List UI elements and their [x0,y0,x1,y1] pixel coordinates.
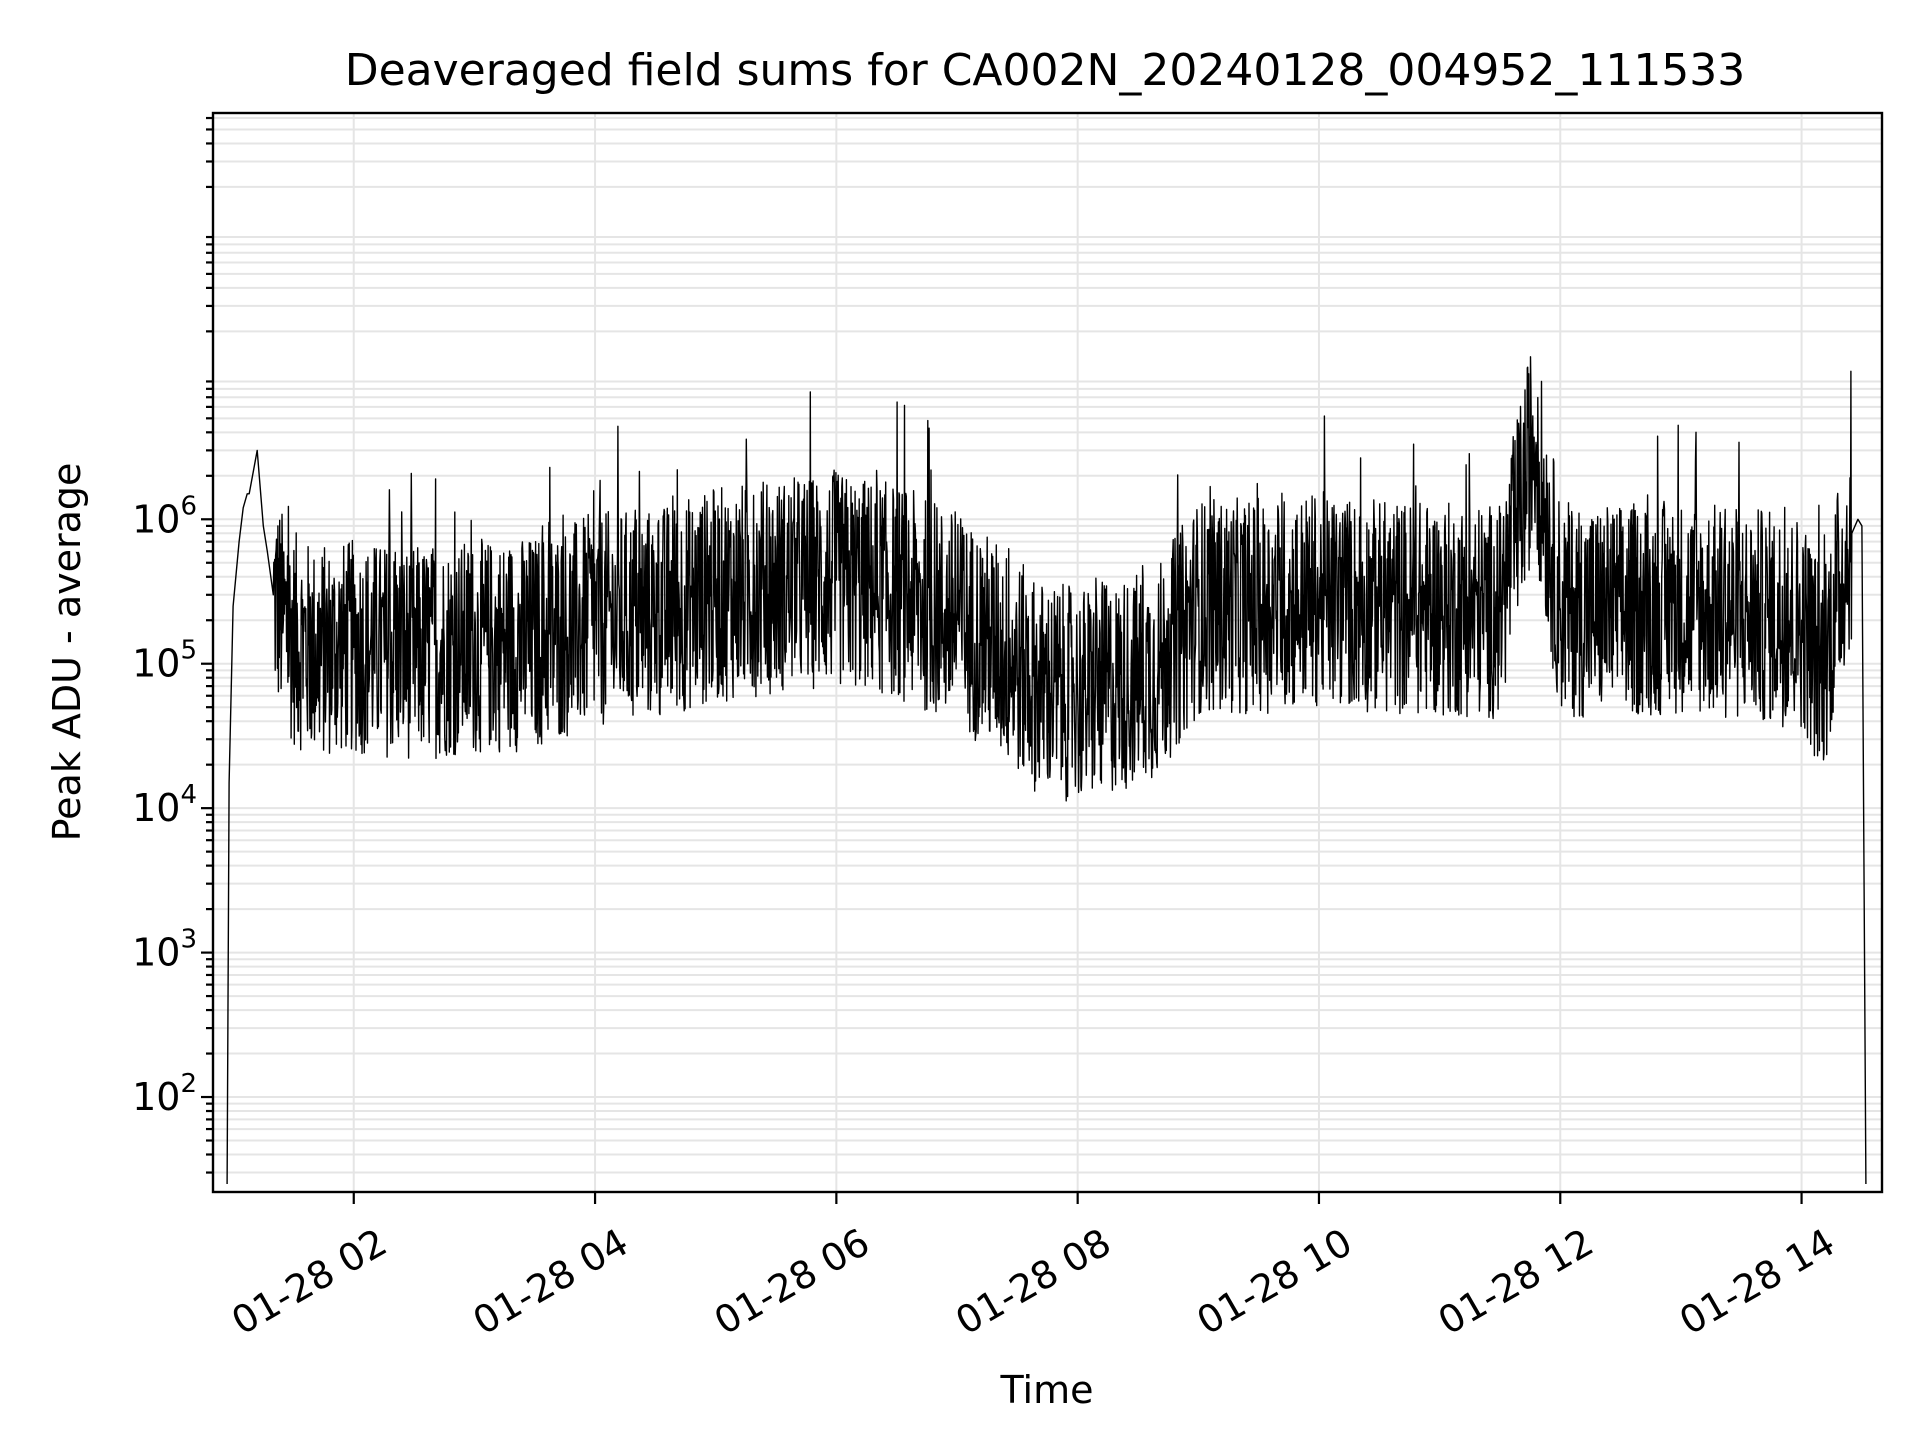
y-tick-label-base: 10 [132,642,180,686]
y-tick-label: 103 [132,925,197,975]
y-tick-label-base: 10 [132,931,180,975]
y-tick-label-exponent: 4 [180,780,197,810]
y-tick-label-exponent: 6 [180,491,197,521]
series-layer [226,356,1867,1185]
y-axis-label: Peak ADU - average [45,463,89,842]
y-tick-label-exponent: 5 [180,636,197,666]
y-tick-label: 106 [132,491,197,541]
series-line [226,356,1867,1185]
y-tick-label-exponent: 3 [180,925,197,955]
y-tick-label-base: 10 [132,786,180,830]
y-tick-label-exponent: 2 [180,1069,197,1099]
y-tick-label-base: 10 [132,497,180,541]
y-tick-label-base: 10 [132,1075,180,1119]
chart-title: Deaveraged field sums for CA002N_2024012… [345,45,1746,96]
y-tick-label: 104 [132,780,197,830]
y-tick-label: 102 [132,1069,197,1119]
y-tick-label: 105 [132,636,197,686]
x-axis-label: Time [1000,1368,1094,1412]
plot-frame [211,111,1884,1194]
